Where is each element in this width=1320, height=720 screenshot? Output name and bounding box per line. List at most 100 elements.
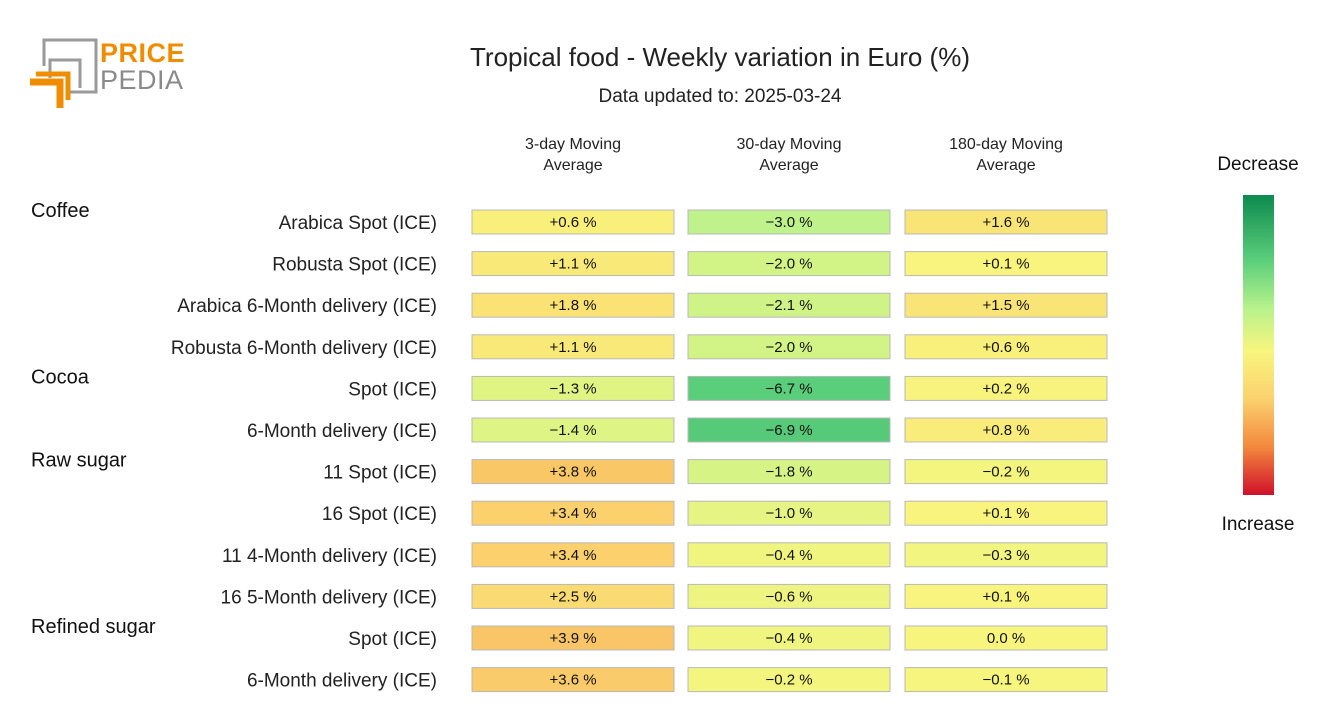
- pricepedia-logo: PRICE PEDIA: [30, 38, 190, 110]
- heatmap-cell-label: −0.2 %: [982, 464, 1029, 481]
- column-header-30day-line2: Average: [759, 157, 819, 174]
- logo-mark-icon: [30, 38, 98, 108]
- heatmap-cell: [904, 417, 1108, 443]
- row-label-refined-sugar-spot-ice: Spot (ICE): [348, 629, 437, 650]
- heatmap-cell-label: +2.5 %: [549, 588, 596, 605]
- chart-title: Tropical food - Weekly variation in Euro…: [470, 42, 970, 72]
- legend-color-bar: [1243, 195, 1274, 495]
- column-header-30day: 30-day Moving Average: [688, 134, 890, 176]
- heatmap-cell-label: +0.1 %: [982, 588, 1029, 605]
- heatmap-cell: [471, 500, 675, 526]
- heatmap-cell: [687, 625, 891, 651]
- heatmap-cell-label: −2.0 %: [765, 339, 812, 356]
- row-label-raw-sugar-16-5-month-delivery-ice: 16 5-Month delivery (ICE): [221, 587, 437, 608]
- column-header-3day-line2: Average: [543, 157, 603, 174]
- heatmap-cell-label: +1.1 %: [549, 256, 596, 273]
- heatmap-cell: [687, 542, 891, 568]
- heatmap-cell-label: −0.2 %: [765, 672, 812, 689]
- legend-increase-label: Increase: [1221, 514, 1295, 535]
- group-label-coffee: Coffee: [31, 200, 90, 222]
- heatmap-cell: [687, 459, 891, 485]
- heatmap-cell-label: +3.9 %: [549, 630, 596, 647]
- heatmap-cell: [687, 375, 891, 401]
- heatmap-cell: [687, 292, 891, 318]
- heatmap-cell-label: +3.8 %: [549, 464, 596, 481]
- group-label-raw-sugar: Raw sugar: [31, 450, 127, 472]
- heatmap-cell: [471, 209, 675, 235]
- heatmap-cell: [471, 292, 675, 318]
- heatmap-cell: [471, 542, 675, 568]
- heatmap-cell-label: −1.3 %: [549, 380, 596, 397]
- row-label-coffee-robusta-spot-ice: Robusta Spot (ICE): [272, 255, 437, 276]
- heatmap-cell: [687, 417, 891, 443]
- heatmap-cell: [687, 667, 891, 693]
- column-header-30day-line1: 30-day Moving: [736, 136, 842, 153]
- group-label-refined-sugar: Refined sugar: [31, 616, 156, 638]
- logo-text-price: PRICE: [100, 38, 186, 68]
- heatmap-cell-label: −0.1 %: [982, 672, 1029, 689]
- heatmap-cell-label: −1.8 %: [765, 464, 812, 481]
- column-header-3day-line1: 3-day Moving: [524, 136, 622, 153]
- column-header-180day-line2: Average: [976, 157, 1036, 174]
- heatmap-cell: [904, 209, 1108, 235]
- row-label-cocoa-spot-ice: Spot (ICE): [348, 379, 437, 400]
- heatmap-cell-label: +0.6 %: [982, 339, 1029, 356]
- heatmap-cell: [904, 459, 1108, 485]
- row-label-coffee-robusta-6-month-delivery-ice: Robusta 6-Month delivery (ICE): [171, 338, 437, 359]
- heatmap-cell: [904, 375, 1108, 401]
- heatmap-cell-label: 0.0 %: [987, 630, 1025, 647]
- heatmap-cell-label: −6.7 %: [765, 380, 812, 397]
- row-label-cocoa-6-month-delivery-ice: 6-Month delivery (ICE): [247, 421, 437, 442]
- heatmap-cell-label: +3.6 %: [549, 672, 596, 689]
- heatmap-cell: [687, 334, 891, 360]
- row-label-raw-sugar-11-spot-ice: 11 Spot (ICE): [323, 463, 437, 484]
- heatmap-cell-label: −0.3 %: [982, 547, 1029, 564]
- heatmap-cell-label: −1.4 %: [549, 422, 596, 439]
- heatmap-cell-label: +1.6 %: [982, 214, 1029, 231]
- heatmap-cell: [687, 251, 891, 277]
- heatmap-cell: [471, 583, 675, 609]
- heatmap-cell-label: −0.6 %: [765, 588, 812, 605]
- heatmap-cell-label: −0.4 %: [765, 547, 812, 564]
- column-header-3day: 3-day Moving Average: [472, 134, 674, 176]
- heatmap-cell-label: −3.0 %: [765, 214, 812, 231]
- row-label-raw-sugar-11-4-month-delivery-ice: 11 4-Month delivery (ICE): [222, 546, 437, 567]
- group-label-cocoa: Cocoa: [31, 366, 90, 388]
- heatmap-cell: [904, 625, 1108, 651]
- row-label-refined-sugar-6-month-delivery-ice: 6-Month delivery (ICE): [247, 671, 437, 692]
- heatmap-cell: [904, 542, 1108, 568]
- heatmap-cell-label: +1.5 %: [982, 297, 1029, 314]
- heatmap-cell-label: −1.0 %: [765, 505, 812, 522]
- heatmap-cell: [471, 625, 675, 651]
- heatmap-cell-label: +1.8 %: [549, 297, 596, 314]
- heatmap-chart: Coffee Arabica Spot (ICE) +0.6 % −3.0 % +1.6…: [31, 200, 1108, 693]
- heatmap-cell: [471, 417, 675, 443]
- heatmap-cell-label: +0.1 %: [982, 256, 1029, 273]
- heatmap-cell-label: +0.6 %: [549, 214, 596, 231]
- heatmap-cell: [904, 251, 1108, 277]
- heatmap-cell: [471, 375, 675, 401]
- heatmap-cell: [904, 500, 1108, 526]
- heatmap-cell-label: −2.1 %: [765, 297, 812, 314]
- row-label-coffee-arabica-6-month-delivery-ice: Arabica 6-Month delivery (ICE): [177, 296, 437, 317]
- heatmap-cell: [687, 500, 891, 526]
- legend-decrease-label: Decrease: [1217, 154, 1299, 175]
- heatmap-cell-label: +1.1 %: [549, 339, 596, 356]
- heatmap-cell: [687, 583, 891, 609]
- column-header-180day-line1: 180-day Moving: [949, 136, 1063, 153]
- column-header-180day: 180-day Moving Average: [905, 134, 1107, 176]
- row-label-raw-sugar-16-spot-ice: 16 Spot (ICE): [322, 504, 437, 525]
- heatmap-cell-label: −0.4 %: [765, 630, 812, 647]
- heatmap-cell-label: +0.8 %: [982, 422, 1029, 439]
- heatmap-cell-label: +0.1 %: [982, 505, 1029, 522]
- heatmap-cell: [471, 459, 675, 485]
- chart-subtitle: Data updated to: 2025-03-24: [598, 86, 842, 107]
- heatmap-cell: [471, 667, 675, 693]
- heatmap-cell: [471, 334, 675, 360]
- heatmap-cell-label: −6.9 %: [765, 422, 812, 439]
- logo-text-pedia: PEDIA: [100, 65, 184, 95]
- heatmap-cell-label: +3.4 %: [549, 547, 596, 564]
- row-label-coffee-arabica-spot-ice: Arabica Spot (ICE): [279, 213, 437, 234]
- heatmap-cell-label: +0.2 %: [982, 380, 1029, 397]
- heatmap-cell: [904, 292, 1108, 318]
